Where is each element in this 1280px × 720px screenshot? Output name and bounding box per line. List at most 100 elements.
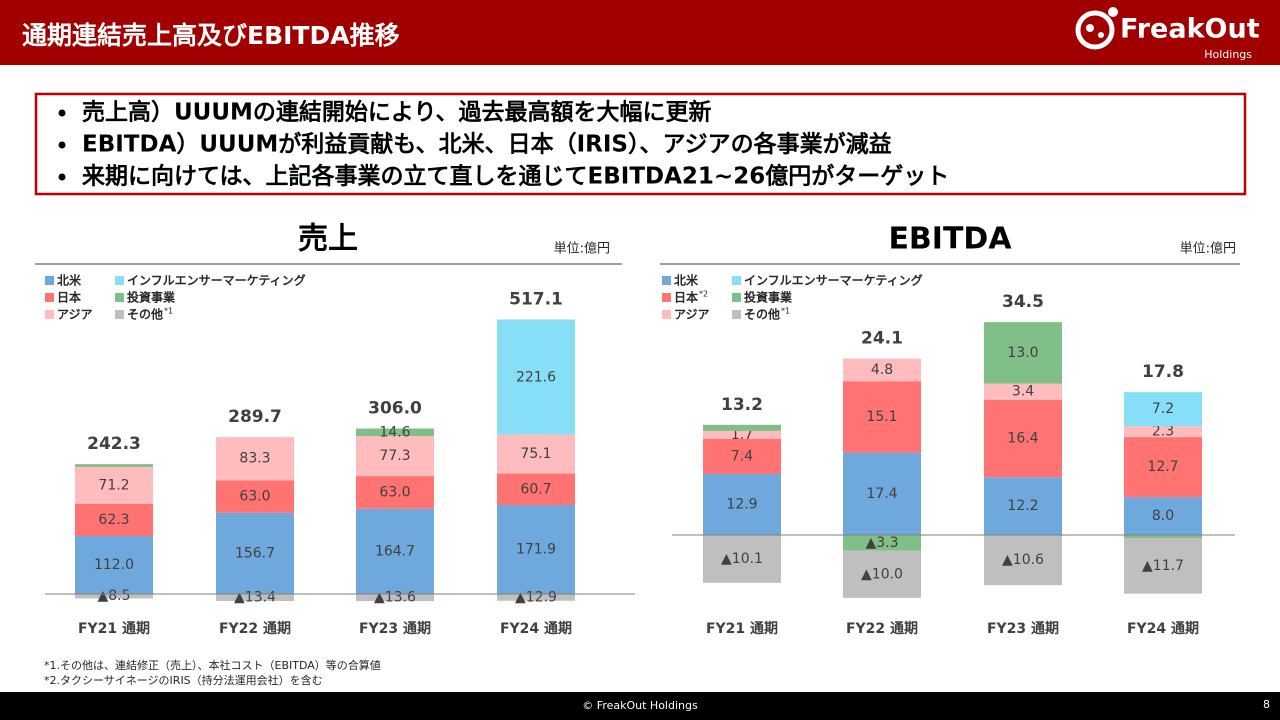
bar-segment: [843, 535, 921, 551]
legend-label: 投資事業: [127, 290, 176, 305]
legend-label: インフルエンサーマーケティング: [744, 273, 923, 288]
legend-swatch: [732, 293, 741, 302]
value-label: ▲11.7: [1142, 558, 1184, 574]
bar-segment: [984, 477, 1062, 535]
bar-segment: [356, 508, 434, 595]
bar-segment: [703, 424, 781, 431]
bar-segment: [1124, 535, 1202, 539]
value-label: 13.0: [1007, 345, 1038, 361]
value-label: 77.3: [379, 448, 410, 464]
bar-segment: [843, 358, 921, 382]
bar-segment: [75, 503, 153, 537]
bar-segment: [497, 473, 575, 506]
value-label: 1.7: [731, 427, 753, 443]
value-label: 62.3: [98, 512, 129, 528]
logo-text: FreakOut: [1120, 14, 1260, 45]
bar-segment: [216, 437, 294, 481]
copyright: © FreakOut Holdings: [582, 699, 698, 712]
logo-subtext: Holdings: [1204, 48, 1252, 61]
x-tick-label: FY21 通期: [706, 621, 778, 637]
legend-label: 日本: [57, 290, 81, 305]
value-label: ▲10.1: [721, 551, 763, 567]
bar-segment: [703, 430, 781, 439]
x-tick-label: FY24 通期: [1127, 621, 1199, 637]
bar-segment: [703, 535, 781, 583]
bar-segment: [1124, 538, 1202, 594]
page-number: 8: [1263, 698, 1270, 711]
x-tick-label: FY24 通期: [500, 621, 572, 637]
bar-segment: [216, 594, 294, 601]
bar-segment: [75, 536, 153, 595]
value-label: 112.0: [94, 557, 134, 573]
header-bar: [0, 0, 1280, 65]
bar-segment: [75, 466, 153, 504]
value-label: 12.2: [1007, 498, 1038, 514]
value-label: 71.2: [98, 477, 129, 493]
total-label: 34.5: [1002, 292, 1044, 312]
legend-swatch: [115, 276, 124, 285]
bar-segment: [1124, 392, 1202, 427]
bar-segment: [984, 535, 1062, 586]
legend-swatch: [662, 310, 671, 319]
bar-segment: [1124, 497, 1202, 535]
bullet-dot: [58, 173, 66, 181]
value-label: 83.3: [239, 451, 270, 467]
value-label: 15.1: [866, 409, 897, 425]
legend-swatch: [115, 310, 124, 319]
bar-segment: [843, 550, 921, 598]
legend-swatch: [45, 293, 54, 302]
bullet-text: EBITDA）UUUMが利益貢献も、北米、日本（IRIS）、アジアの各事業が減益: [82, 131, 892, 158]
bar-segment: [843, 452, 921, 535]
bar-segment: [703, 473, 781, 535]
bar-segment: [497, 319, 575, 435]
value-label: 14.6: [379, 424, 410, 440]
bar-segment: [497, 594, 575, 601]
legend-swatch: [732, 310, 741, 319]
bar-segment: [356, 428, 434, 437]
legend-label: アジア: [674, 308, 710, 322]
legend-label: 日本: [674, 290, 698, 305]
chart-title: EBITDA: [888, 222, 1012, 257]
value-label: 164.7: [375, 543, 415, 559]
legend-label: アジア: [57, 308, 93, 322]
bar-segment: [356, 436, 434, 477]
value-label: 7.4: [731, 448, 753, 464]
legend-label: 北米: [57, 273, 82, 288]
legend-label: 北米: [674, 273, 699, 288]
legend-swatch: [662, 293, 671, 302]
value-label: 12.7: [1147, 459, 1178, 475]
bullet-dot: [58, 141, 66, 149]
bar-segment: [1124, 437, 1202, 498]
bar-segment: [216, 480, 294, 513]
value-label: 2.3: [1152, 424, 1174, 440]
value-label: ▲13.6: [374, 590, 416, 606]
value-label: 221.6: [516, 369, 556, 385]
total-label: 24.1: [861, 329, 903, 349]
bar-segment: [843, 381, 921, 453]
legend-note: *1: [781, 307, 790, 316]
bar-segment: [497, 505, 575, 595]
value-label: ▲10.0: [861, 566, 903, 582]
bar-segment: [216, 512, 294, 595]
total-label: 242.3: [87, 434, 141, 454]
bullet-text: 売上高）UUUMの連結開始により、過去最高額を大幅に更新: [82, 99, 712, 126]
x-tick-label: FY22 通期: [846, 621, 918, 637]
x-tick-label: FY22 通期: [219, 621, 291, 637]
bar-segment: [1124, 426, 1202, 438]
value-label: 12.9: [726, 496, 757, 512]
value-label: 156.7: [235, 545, 275, 561]
bullet-text: 来期に向けては、上記各事業の立て直しを通じてEBITDA21~26億円がターゲッ…: [82, 163, 949, 190]
x-tick-label: FY23 通期: [987, 621, 1059, 637]
chart-title: 売上: [298, 222, 358, 257]
bar-segment: [703, 438, 781, 474]
bar-segment: [497, 434, 575, 474]
legend-swatch: [662, 276, 671, 285]
value-label: 7.2: [1152, 401, 1174, 417]
unit-label: 単位:億円: [1180, 241, 1236, 257]
bullet-dot: [58, 109, 66, 117]
value-label: 171.9: [516, 542, 556, 558]
legend-swatch: [115, 293, 124, 302]
legend-swatch: [45, 310, 54, 319]
